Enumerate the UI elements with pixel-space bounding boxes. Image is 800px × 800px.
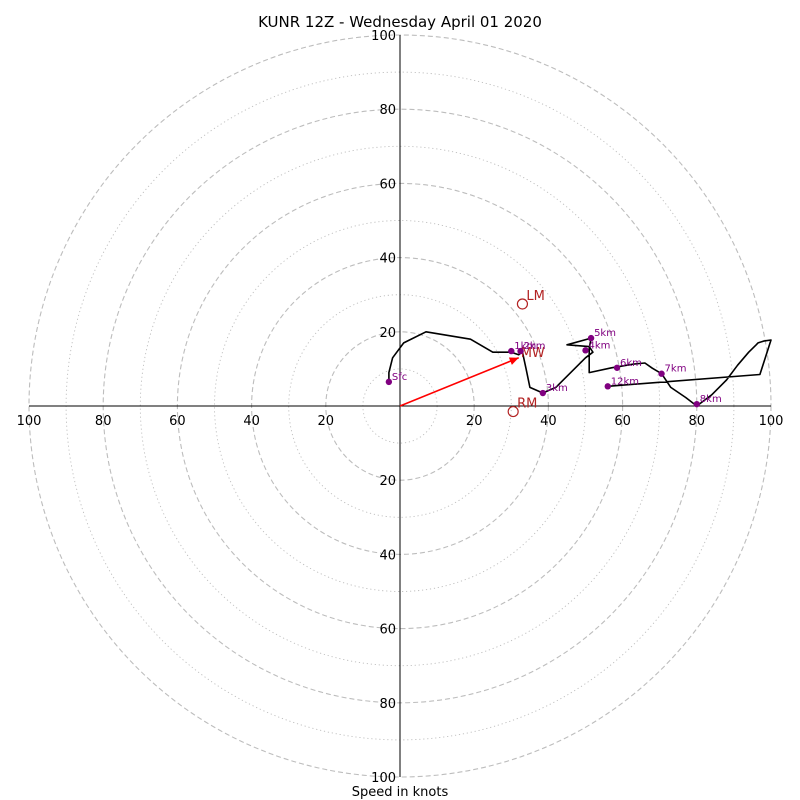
tick-label: 100 [17, 414, 42, 429]
height-marker-label: 1km [514, 341, 536, 352]
height-marker-label: 3km [546, 383, 568, 394]
height-marker-dot [582, 347, 589, 354]
tick-label: 60 [614, 414, 631, 429]
height-marker-label: 8km [700, 394, 722, 405]
height-marker-dot [385, 378, 393, 386]
hodograph-trace [388, 330, 772, 407]
mean-wind-label: MW [521, 346, 545, 361]
tick-label: 100 [759, 414, 784, 429]
storm-motion-label: RM [517, 397, 537, 412]
height-marker-dot [539, 389, 547, 397]
storm-motion-markers: LM RM [507, 289, 545, 418]
storm-motion-marker [516, 298, 529, 310]
height-marker-label: 2km [524, 341, 546, 352]
tick-label: 60 [379, 623, 396, 638]
storm-motion-marker [507, 405, 519, 418]
height-marker-dot [517, 347, 524, 355]
tick-label: 20 [466, 414, 483, 429]
height-marker-label: 7km [665, 364, 687, 375]
tick-label: 100 [371, 29, 396, 44]
tick-label: 40 [379, 252, 396, 267]
height-marker-dot [658, 370, 665, 377]
tick-label: 60 [379, 177, 396, 192]
tick-label: 100 [371, 771, 396, 786]
tick-label: 40 [243, 414, 260, 429]
mean-wind-arrow [399, 357, 520, 407]
height-marker-dot [604, 383, 611, 390]
height-marker-label: Sfc [392, 372, 407, 383]
height-marker-label: 6km [620, 358, 642, 369]
x-axis-label: Speed in knots [352, 785, 449, 800]
tick-label: 40 [540, 414, 557, 429]
mean-wind-group: MW [399, 346, 545, 407]
tick-label: 80 [379, 697, 396, 712]
height-marker-dot [693, 400, 700, 408]
tick-label: 60 [169, 414, 186, 429]
tick-label: 20 [379, 326, 396, 341]
hodograph-trace-group [388, 330, 772, 407]
height-marker-label: 4km [589, 340, 611, 351]
mean-wind-arrowhead [508, 357, 519, 365]
height-marker-dot [508, 347, 515, 355]
tick-label: 80 [379, 103, 396, 118]
tick-label: 80 [95, 414, 112, 429]
height-marker-label: 12km [611, 376, 639, 387]
tick-label: 20 [379, 474, 396, 489]
height-marker-dot [613, 364, 621, 371]
tick-label: 40 [379, 548, 396, 563]
tick-label: 80 [689, 414, 706, 429]
tick-labels: 20 20 20 20 40 40 40 40 60 60 60 60 80 80 80 80 100 100 10… [17, 29, 784, 786]
height-marker-dot [587, 334, 595, 342]
tick-label: 20 [318, 414, 335, 429]
chart-title: KUNR 12Z - Wednesday April 01 2020 [258, 13, 542, 31]
height-marker-label: 5km [594, 328, 616, 339]
storm-motion-label: LM [526, 289, 544, 304]
